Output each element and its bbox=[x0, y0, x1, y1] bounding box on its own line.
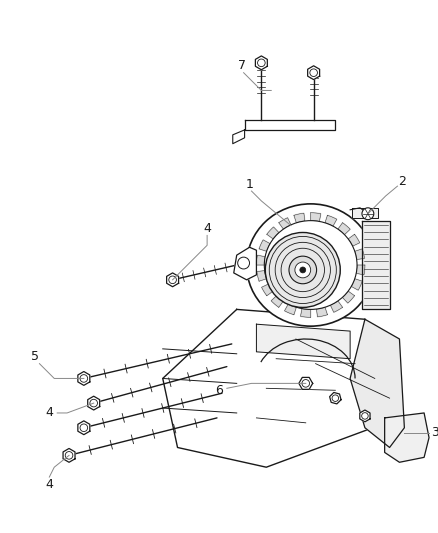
Text: 1: 1 bbox=[246, 177, 254, 191]
Polygon shape bbox=[330, 392, 341, 404]
Polygon shape bbox=[343, 291, 355, 303]
Polygon shape bbox=[255, 56, 267, 70]
Polygon shape bbox=[325, 215, 337, 226]
Polygon shape bbox=[259, 240, 270, 251]
Polygon shape bbox=[299, 377, 313, 389]
Polygon shape bbox=[163, 309, 399, 467]
Polygon shape bbox=[234, 247, 256, 280]
Polygon shape bbox=[350, 319, 404, 448]
Text: 7: 7 bbox=[238, 59, 246, 72]
Polygon shape bbox=[267, 227, 279, 239]
Circle shape bbox=[362, 208, 374, 220]
Polygon shape bbox=[352, 208, 378, 217]
Polygon shape bbox=[355, 249, 364, 260]
Polygon shape bbox=[271, 295, 283, 308]
Polygon shape bbox=[233, 130, 244, 144]
Polygon shape bbox=[285, 304, 297, 314]
Polygon shape bbox=[166, 273, 179, 287]
Text: 4: 4 bbox=[203, 222, 211, 235]
Polygon shape bbox=[294, 213, 305, 223]
Polygon shape bbox=[307, 66, 320, 79]
Polygon shape bbox=[338, 223, 350, 235]
Polygon shape bbox=[351, 279, 362, 290]
Polygon shape bbox=[256, 324, 350, 359]
Polygon shape bbox=[362, 221, 389, 309]
Circle shape bbox=[295, 262, 311, 278]
Text: 4: 4 bbox=[46, 407, 53, 419]
Text: 3: 3 bbox=[431, 426, 438, 439]
Circle shape bbox=[265, 232, 340, 308]
Text: 4: 4 bbox=[46, 479, 53, 491]
Polygon shape bbox=[63, 448, 75, 462]
Polygon shape bbox=[311, 213, 321, 221]
Polygon shape bbox=[256, 255, 265, 265]
Polygon shape bbox=[385, 413, 429, 462]
Polygon shape bbox=[257, 271, 267, 281]
Polygon shape bbox=[360, 410, 370, 422]
Polygon shape bbox=[356, 265, 365, 275]
Ellipse shape bbox=[247, 204, 375, 326]
Polygon shape bbox=[88, 396, 100, 410]
Polygon shape bbox=[279, 217, 291, 229]
Polygon shape bbox=[330, 301, 343, 312]
Polygon shape bbox=[78, 421, 90, 434]
Ellipse shape bbox=[264, 221, 357, 309]
Polygon shape bbox=[244, 120, 336, 130]
Circle shape bbox=[289, 256, 317, 284]
Polygon shape bbox=[300, 309, 311, 317]
Polygon shape bbox=[348, 235, 360, 246]
Text: 6: 6 bbox=[215, 384, 223, 397]
Circle shape bbox=[300, 267, 306, 273]
Text: 2: 2 bbox=[399, 175, 406, 188]
Text: 5: 5 bbox=[31, 350, 39, 364]
Polygon shape bbox=[317, 307, 328, 317]
Polygon shape bbox=[261, 284, 273, 296]
Polygon shape bbox=[78, 372, 90, 385]
